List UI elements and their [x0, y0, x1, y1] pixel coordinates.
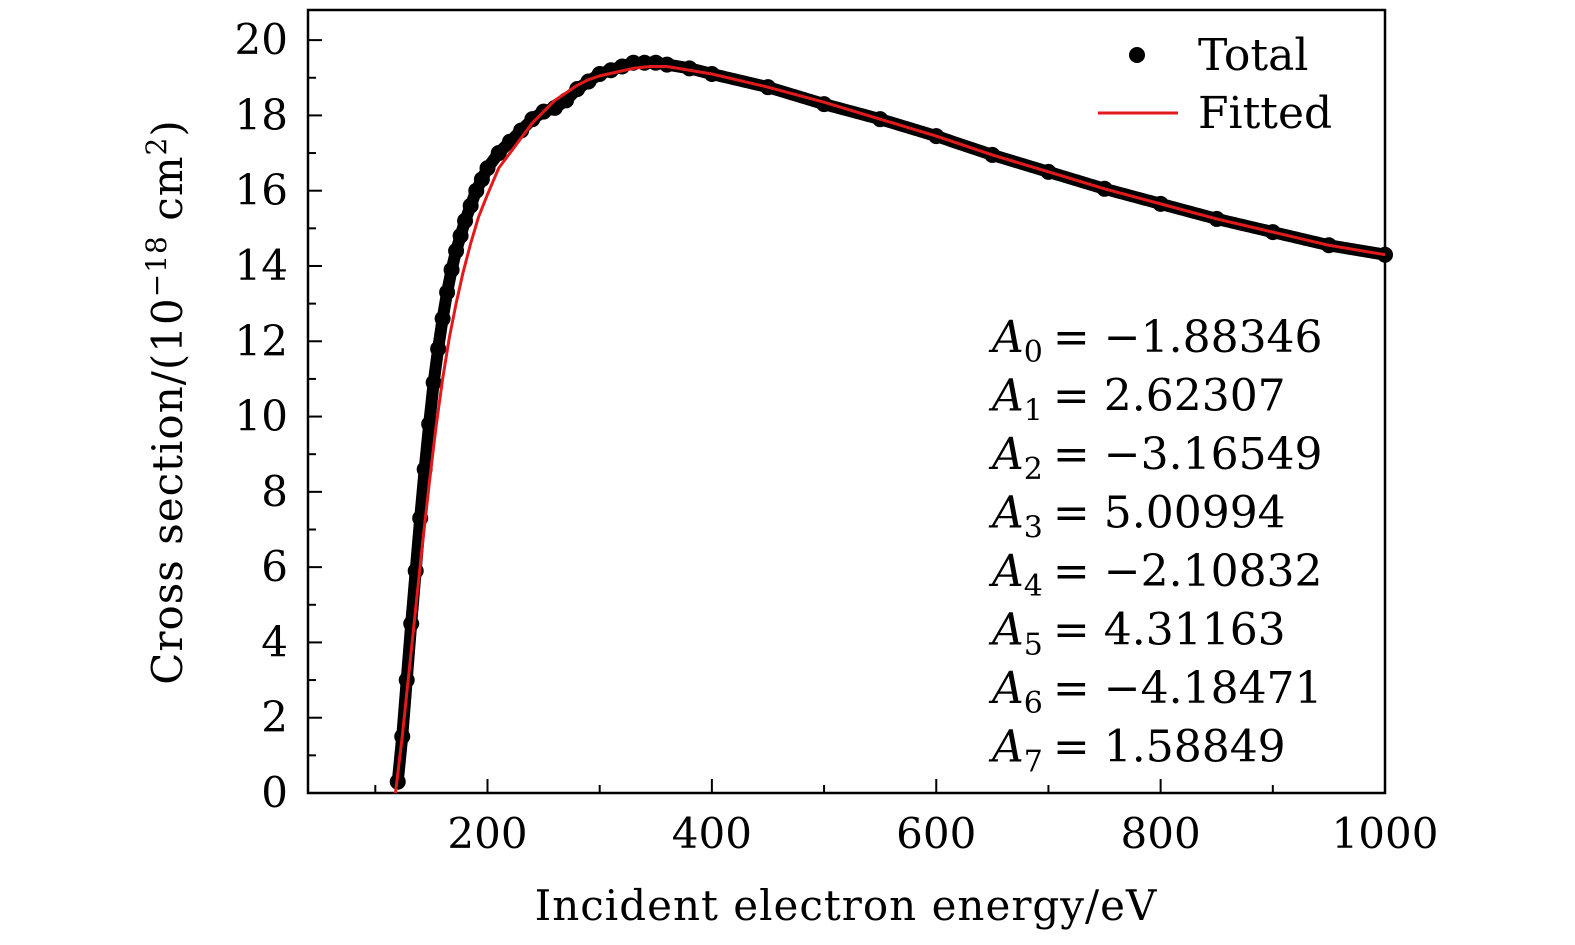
x-tick-label: 600 — [896, 809, 976, 858]
data-point-total — [569, 81, 586, 98]
data-point-total — [659, 56, 675, 73]
data-point-total — [403, 615, 420, 632]
plot-frame — [306, 8, 1387, 795]
fit-parameter-0: A0 = −1.88346 — [988, 312, 1323, 370]
y-axis-title-main: Cross section/(10 — [143, 297, 192, 685]
fit-parameter-symbol: A — [988, 605, 1024, 656]
legend-label-fitted: Fitted — [1198, 88, 1332, 139]
fit-parameter-subscript: 4 — [1024, 569, 1043, 604]
x-tick-labels: 200 400 600 800 1000 — [447, 809, 1438, 858]
fit-parameter-5: A5 = 4.31163 — [988, 605, 1286, 663]
fit-parameter-3: A3 = 5.00994 — [988, 488, 1286, 546]
data-point-total — [425, 374, 442, 391]
data-point-total — [448, 242, 465, 259]
fit-parameter-value: = −2.10832 — [1053, 546, 1323, 597]
series-layer — [389, 54, 1393, 794]
data-point-total — [524, 111, 541, 128]
fit-parameter-symbol: A — [988, 371, 1024, 422]
data-point-total — [457, 212, 474, 229]
fit-parameter-subscript: 2 — [1024, 452, 1043, 487]
y-tick-label: 6 — [261, 542, 288, 591]
y-axis-title-unit: cm — [143, 155, 192, 235]
x-tick-label: 400 — [672, 809, 752, 858]
fit-parameter-subscript: 3 — [1024, 511, 1043, 546]
fit-parameter-subscript: 6 — [1024, 686, 1043, 721]
x-tick-label: 200 — [447, 809, 527, 858]
fit-parameter-symbol: A — [988, 429, 1024, 480]
fit-parameter-symbol: A — [988, 488, 1024, 539]
data-point-total — [490, 145, 507, 162]
data-point-total — [443, 261, 460, 278]
x-tick-label: 800 — [1121, 809, 1201, 858]
legend-marker-total — [1129, 47, 1145, 63]
y-tick-label: 20 — [235, 15, 288, 64]
fit-parameter-2: A2 = −3.16549 — [988, 429, 1323, 487]
data-point-total — [462, 197, 479, 214]
y-tick-label: 4 — [261, 617, 288, 666]
fit-parameter-subscript: 1 — [1024, 394, 1043, 429]
fit-parameter-value: = 2.62307 — [1053, 371, 1286, 422]
legend: Total Fitted — [1098, 30, 1332, 139]
fit-parameter-value: = 4.31163 — [1053, 605, 1286, 656]
y-tick-label: 10 — [235, 392, 288, 441]
y-axis-title-unit-exponent: 2 — [140, 137, 173, 156]
fit-parameter-value: = −3.16549 — [1053, 429, 1323, 480]
fit-parameter-subscript: 5 — [1024, 628, 1043, 663]
y-tick-label: 18 — [235, 90, 288, 139]
data-point-total — [479, 160, 496, 177]
fit-parameter-7: A7 = 1.58849 — [988, 722, 1286, 780]
fit-parameter-value: = 1.58849 — [1053, 722, 1286, 773]
fit-parameter-symbol: A — [988, 663, 1024, 714]
data-point-total — [452, 227, 469, 244]
fit-parameter-symbol: A — [988, 546, 1024, 597]
fit-parameter-1: A1 = 2.62307 — [988, 371, 1286, 429]
fit-parameter-6: A6 = −4.18471 — [988, 663, 1323, 721]
data-point-total — [430, 340, 447, 357]
y-tick-label: 2 — [261, 693, 288, 742]
y-tick-label: 12 — [235, 316, 288, 365]
fit-parameter-subscript: 0 — [1024, 335, 1043, 370]
fit-parameter-value: = 5.00994 — [1053, 488, 1286, 539]
data-point-total — [416, 461, 433, 478]
y-axis-title: Cross section/(10−18 cm2) — [140, 119, 192, 685]
data-point-total — [434, 310, 451, 327]
series-fitted-line — [394, 64, 1386, 794]
fit-parameter-value: = −1.88346 — [1053, 312, 1323, 363]
x-axis-title: Incident electron energy/eV — [535, 881, 1158, 930]
data-point-total — [439, 284, 456, 301]
y-axis-title-close: ) — [143, 119, 192, 136]
axis-ticks — [308, 39, 1274, 793]
y-tick-label: 16 — [235, 166, 288, 215]
fit-parameter-subscript: 7 — [1024, 745, 1043, 780]
data-point-total — [421, 416, 438, 433]
fit-parameter-4: A4 = −2.10832 — [988, 546, 1323, 604]
x-tick-label: 1000 — [1332, 809, 1439, 858]
y-tick-label: 8 — [261, 467, 288, 516]
y-axis-title-exponent: −18 — [140, 235, 173, 297]
y-tick-label: 0 — [261, 768, 288, 817]
fit-parameter-value: = −4.18471 — [1053, 663, 1323, 714]
legend-label-total: Total — [1198, 30, 1308, 81]
y-tick-labels: 0 2 4 6 8 10 12 14 16 18 20 — [235, 15, 288, 817]
fit-parameter-symbol: A — [988, 312, 1024, 363]
fit-parameter-symbol: A — [988, 722, 1024, 773]
y-tick-label: 14 — [235, 241, 288, 290]
